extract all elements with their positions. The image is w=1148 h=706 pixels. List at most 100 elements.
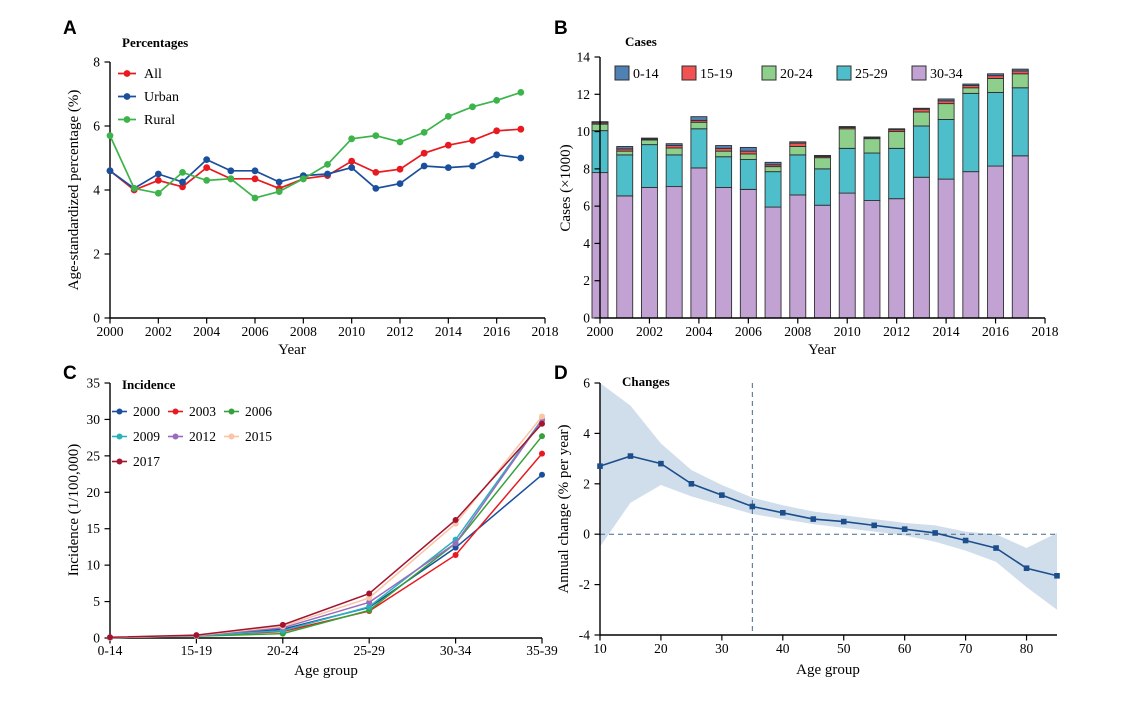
bar-segment-30-34 [715, 187, 733, 319]
y-tick-label: 35 [87, 376, 101, 391]
data-point [179, 169, 186, 176]
bar-segment-20-24 [640, 139, 658, 146]
bar-segment-25-29 [715, 156, 733, 188]
legend-label: 2000 [133, 404, 160, 419]
x-tick-label: 2002 [145, 324, 172, 339]
data-point [348, 157, 356, 165]
legend-title: Changes [622, 374, 670, 389]
y-tick-label: 25 [87, 448, 101, 463]
data-point [932, 530, 938, 536]
x-tick-label: 2018 [1032, 324, 1059, 339]
bar-segment-20-24 [789, 146, 807, 156]
y-tick-label: 30 [87, 412, 101, 427]
data-point [299, 175, 307, 183]
bar-segment-30-34 [764, 206, 782, 319]
panel-label-a: A [63, 18, 77, 39]
x-tick-label: 50 [837, 641, 851, 656]
data-point [871, 522, 877, 529]
data-point [107, 634, 113, 641]
data-point [420, 129, 428, 136]
data-point [348, 164, 356, 172]
bar-segment-0-14 [814, 154, 831, 157]
data-point [324, 170, 331, 178]
data-point [203, 164, 211, 172]
bar-segment-30-34 [912, 176, 930, 319]
data-point [251, 175, 259, 183]
data-point [251, 194, 259, 202]
legend-marker-dot [228, 408, 235, 415]
x-tick-label: 2012 [387, 324, 414, 339]
data-point [452, 544, 459, 551]
bar-segment-20-24 [715, 150, 733, 158]
data-point [517, 125, 525, 133]
bar-segment-30-34 [987, 165, 1005, 319]
y-tick-label: 10 [577, 124, 591, 139]
data-point [539, 433, 545, 440]
x-tick-label: 30-34 [440, 643, 472, 658]
legend-marker-dot [228, 433, 235, 440]
legend-label: All [144, 67, 162, 82]
data-point [517, 154, 525, 162]
data-point [372, 169, 380, 176]
bar-segment-30-34 [665, 186, 683, 319]
data-point [366, 603, 373, 610]
x-tick-label: 2004 [193, 324, 220, 339]
data-point [493, 151, 501, 159]
legend-swatch [761, 65, 777, 81]
x-axis-title: Year [808, 342, 836, 358]
data-point [1023, 565, 1030, 572]
bar-segment-0-14 [863, 136, 881, 139]
series-line-2003 [109, 453, 543, 639]
data-point [154, 177, 162, 184]
x-tick-label: 2000 [97, 324, 124, 339]
y-axis-title: Incidence (1/100,000) [66, 444, 82, 576]
legend-swatch [911, 65, 927, 81]
y-tick-label: 12 [577, 87, 591, 102]
x-tick-label: 2012 [883, 324, 910, 339]
data-point [1054, 572, 1060, 579]
x-tick-label: 2016 [982, 324, 1009, 339]
legend-label: 0-14 [633, 67, 659, 82]
y-tick-label: 0 [583, 527, 590, 542]
data-point [227, 167, 235, 175]
series-line-2006 [109, 435, 543, 639]
bar-segment-15-19 [789, 142, 807, 147]
legend-label: 2017 [133, 454, 160, 469]
bar-segment-30-34 [814, 204, 831, 319]
panel-label-d: D [554, 363, 568, 384]
series-line-rural [109, 91, 522, 199]
series-line-2015 [109, 416, 543, 639]
bar-segment-30-34 [888, 198, 906, 319]
legend-label: 2009 [133, 429, 160, 444]
data-point [444, 113, 452, 120]
data-point [539, 413, 545, 420]
data-point [366, 594, 373, 601]
data-point [469, 103, 476, 111]
bar-segment-0-14 [640, 137, 658, 140]
bar-segment-30-34 [863, 200, 881, 319]
data-point [348, 135, 356, 143]
bar-segment-25-29 [690, 128, 708, 169]
data-point [627, 453, 634, 459]
legend-label: 2003 [189, 404, 216, 419]
legend-marker-dot [116, 433, 123, 440]
y-tick-label: 0 [93, 631, 100, 646]
bar-segment-20-24 [838, 128, 856, 149]
bar-segment-20-24 [912, 111, 930, 127]
panel-b-chart: 0 2 4 6 8 10 12 14 2000 2002 2004 2006 2008 2010 2012 2… [558, 34, 1059, 358]
bar-segment-0-14 [690, 116, 708, 121]
bar-segment-25-29 [937, 119, 955, 180]
confidence-band [600, 383, 1057, 610]
legend-label: 25-29 [855, 67, 888, 82]
legend-title: Percentages [122, 35, 188, 50]
panel-c-chart: 0 5 10 15 20 25 30 35 0-14 15-19 20-24 25-29 30-34 35… [66, 376, 558, 680]
series-line-2017 [109, 423, 543, 639]
y-tick-label: 8 [583, 161, 590, 176]
data-point [324, 161, 331, 168]
panel-d-chart: -4 -2 0 2 4 6 10 20 30 40 50 60 70 80 Age group Annual … [556, 374, 1060, 678]
bar-segment-20-24 [665, 147, 683, 156]
data-point [810, 516, 817, 522]
data-point [154, 170, 162, 178]
bar-segment-20-24 [814, 157, 831, 170]
data-point [469, 137, 476, 144]
